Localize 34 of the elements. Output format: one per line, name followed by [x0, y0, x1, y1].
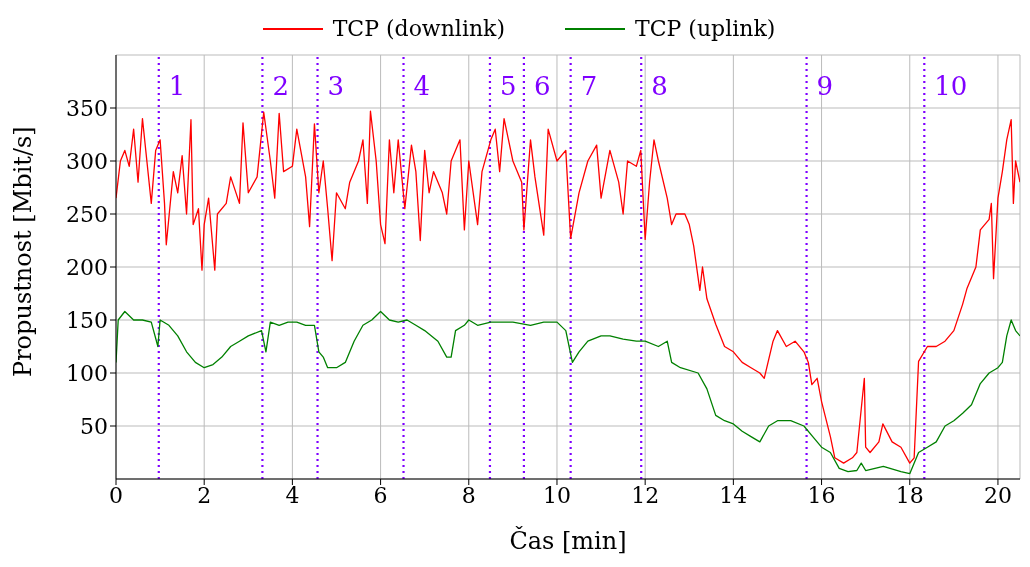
- line-series: [116, 110, 1020, 464]
- y-tick-label: 250: [66, 201, 108, 227]
- y-tick-label: 350: [66, 95, 108, 121]
- x-tick-label: 0: [109, 482, 123, 508]
- annotation: 6: [533, 71, 551, 101]
- x-tick-label: 8: [461, 482, 476, 508]
- x-tick-label: 2: [197, 482, 212, 508]
- x-tick-label: 14: [719, 482, 748, 508]
- x-tick-label: 10: [542, 482, 571, 508]
- y-axis-title: Propustnost [Mbit/s]: [8, 126, 37, 377]
- y-tick-label: 200: [66, 254, 108, 280]
- x-tick-label: 12: [631, 482, 660, 508]
- legend-label: TCP (downlink): [332, 16, 506, 41]
- annotation: 4: [413, 71, 431, 101]
- line-series: [116, 310, 1020, 475]
- annotation: 7: [580, 71, 598, 101]
- x-tick-label: 6: [373, 482, 388, 508]
- annotation: 3: [327, 71, 345, 101]
- annotation: 2: [272, 71, 289, 101]
- annotation: 1: [168, 71, 186, 101]
- annotation: 9: [816, 71, 834, 101]
- y-tick-label: 100: [66, 360, 108, 386]
- y-tick-label: 150: [66, 307, 108, 333]
- annotation: 10: [934, 71, 968, 101]
- annotation: 5: [499, 71, 517, 101]
- y-tick-label: 300: [66, 148, 108, 174]
- legend-label: TCP (uplink): [635, 16, 776, 41]
- x-tick-label: 18: [895, 482, 924, 508]
- annotation: 8: [651, 71, 668, 101]
- x-axis-title: Čas [min]: [509, 526, 627, 555]
- x-tick-label: 4: [285, 482, 300, 508]
- x-tick-label: 20: [983, 482, 1012, 508]
- y-tick-label: 50: [80, 413, 108, 439]
- x-tick-label: 16: [807, 482, 836, 508]
